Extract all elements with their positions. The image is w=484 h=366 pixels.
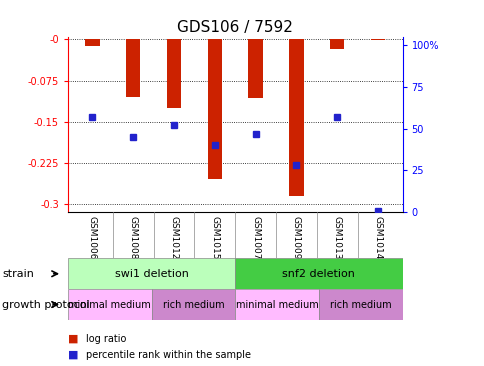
Text: rich medium: rich medium bbox=[162, 300, 224, 310]
Bar bbox=[126, 40, 140, 97]
Text: rich medium: rich medium bbox=[329, 300, 391, 310]
Text: ■: ■ bbox=[68, 350, 78, 360]
Text: GSM1013: GSM1013 bbox=[332, 216, 341, 259]
Text: snf2 deletion: snf2 deletion bbox=[282, 269, 355, 279]
Bar bbox=[235, 289, 318, 320]
Text: percentile rank within the sample: percentile rank within the sample bbox=[86, 350, 251, 360]
Text: swi1 deletion: swi1 deletion bbox=[114, 269, 188, 279]
Text: GSM1006: GSM1006 bbox=[88, 216, 97, 259]
Text: strain: strain bbox=[2, 269, 34, 279]
Bar bbox=[68, 258, 235, 289]
Bar bbox=[235, 258, 402, 289]
Text: GSM1008: GSM1008 bbox=[128, 216, 137, 259]
Text: minimal medium: minimal medium bbox=[68, 300, 151, 310]
Bar bbox=[288, 40, 303, 196]
Bar bbox=[85, 40, 99, 46]
Text: GSM1012: GSM1012 bbox=[169, 216, 178, 259]
Text: GSM1015: GSM1015 bbox=[210, 216, 219, 259]
Text: GSM1014: GSM1014 bbox=[373, 216, 382, 259]
Text: GSM1009: GSM1009 bbox=[291, 216, 300, 259]
Title: GDS106 / 7592: GDS106 / 7592 bbox=[177, 20, 292, 36]
Text: ■: ■ bbox=[68, 333, 78, 344]
Bar bbox=[248, 40, 262, 98]
Text: minimal medium: minimal medium bbox=[235, 300, 318, 310]
Text: log ratio: log ratio bbox=[86, 333, 126, 344]
Text: growth protocol: growth protocol bbox=[2, 299, 90, 310]
Bar bbox=[207, 40, 222, 179]
Bar bbox=[330, 40, 344, 49]
Bar bbox=[318, 289, 402, 320]
Bar bbox=[166, 40, 181, 108]
Text: GSM1007: GSM1007 bbox=[251, 216, 259, 259]
Bar bbox=[68, 289, 151, 320]
Bar bbox=[151, 289, 235, 320]
